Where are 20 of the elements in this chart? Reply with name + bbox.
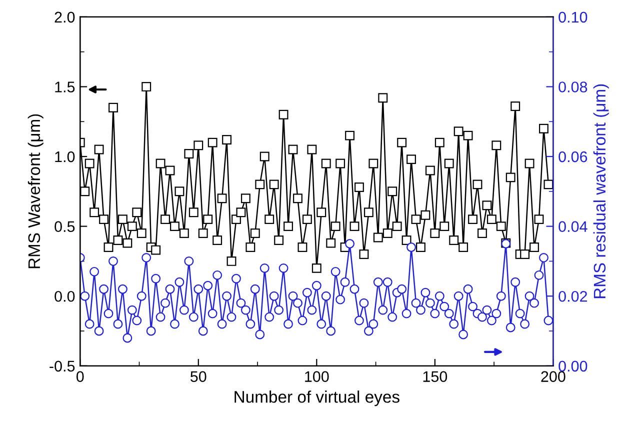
y2-tick-label: 0.08 xyxy=(558,82,588,92)
y2-axis-title: RMS residual wavefront (μm) xyxy=(593,84,609,298)
x-tick-label: 150 xyxy=(423,371,448,382)
y-tick-label: 1.0 xyxy=(55,151,75,162)
x-axis-title: Number of virtual eyes xyxy=(234,390,400,406)
y2-tick-label: 0.10 xyxy=(558,12,588,23)
x-tick-label: 50 xyxy=(190,371,206,382)
y2-tick-label: 0.02 xyxy=(558,290,588,302)
y2-tick-label: 0.04 xyxy=(558,221,588,232)
y-tick-label: 0.0 xyxy=(54,290,75,302)
y-tick-label: 2.0 xyxy=(54,12,75,23)
y2-tick-label: 0.00 xyxy=(558,360,588,372)
x-tick-label: 0 xyxy=(76,371,84,382)
x-tick-label: 200 xyxy=(541,371,566,382)
y-tick-label: 0.5 xyxy=(54,221,75,232)
y-tick-label: -0.5 xyxy=(50,360,75,372)
y-axis-title: RMS Wavefront (μm) xyxy=(28,114,44,268)
x-tick-label: 100 xyxy=(305,371,329,382)
y2-tick-label: 0.06 xyxy=(558,151,588,162)
y-tick-label: 1.5 xyxy=(55,82,75,92)
